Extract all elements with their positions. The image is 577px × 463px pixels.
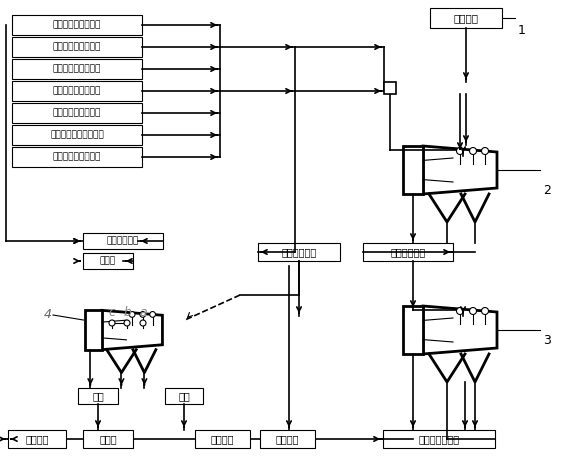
Bar bbox=[8, 430, 66, 448]
Text: b: b bbox=[123, 306, 131, 319]
Text: 部分浮选精煤脱水滤液: 部分浮选精煤脱水滤液 bbox=[50, 131, 104, 139]
Circle shape bbox=[456, 307, 463, 314]
Text: 部分块中煤磁选尾矿: 部分块中煤磁选尾矿 bbox=[53, 43, 101, 51]
Text: 循环水: 循环水 bbox=[100, 257, 116, 265]
Text: 入选原煤: 入选原煤 bbox=[454, 13, 478, 23]
Text: 块煤重介系统: 块煤重介系统 bbox=[391, 247, 426, 257]
Circle shape bbox=[109, 320, 115, 326]
Circle shape bbox=[149, 312, 155, 317]
Polygon shape bbox=[423, 306, 497, 354]
Circle shape bbox=[140, 320, 146, 326]
Text: 合介桶: 合介桶 bbox=[99, 434, 117, 444]
Text: 中煤脱介: 中煤脱介 bbox=[211, 434, 234, 444]
Bar bbox=[165, 388, 203, 404]
Text: 部分块精煤磁选尾矿: 部分块精煤磁选尾矿 bbox=[53, 20, 101, 30]
Circle shape bbox=[481, 307, 489, 314]
Bar bbox=[12, 37, 142, 57]
Text: 部分块矸石磁选尾矿: 部分块矸石磁选尾矿 bbox=[53, 64, 101, 74]
Text: 1: 1 bbox=[518, 24, 526, 37]
Text: 部分末精煤磁选尾矿: 部分末精煤磁选尾矿 bbox=[53, 87, 101, 95]
Bar bbox=[83, 253, 133, 269]
Text: 矸石脱介: 矸石脱介 bbox=[276, 434, 299, 444]
Bar bbox=[430, 8, 502, 28]
Polygon shape bbox=[423, 146, 497, 194]
Bar bbox=[12, 103, 142, 123]
Text: 离心脱水: 离心脱水 bbox=[25, 434, 48, 444]
Bar bbox=[383, 430, 495, 448]
Polygon shape bbox=[102, 310, 163, 350]
Text: 4: 4 bbox=[44, 308, 52, 321]
Bar bbox=[12, 125, 142, 145]
Circle shape bbox=[481, 148, 489, 155]
Bar bbox=[403, 306, 423, 354]
Bar bbox=[85, 310, 102, 350]
Bar bbox=[403, 146, 423, 194]
Bar bbox=[83, 430, 133, 448]
Text: 2: 2 bbox=[543, 183, 551, 196]
Bar bbox=[12, 81, 142, 101]
Text: 3: 3 bbox=[543, 333, 551, 346]
Circle shape bbox=[456, 148, 463, 155]
Text: 磁选: 磁选 bbox=[92, 391, 104, 401]
Bar bbox=[78, 388, 118, 404]
Bar bbox=[260, 430, 315, 448]
Bar bbox=[384, 82, 396, 94]
Bar bbox=[195, 430, 250, 448]
Text: 分流: 分流 bbox=[178, 391, 190, 401]
Circle shape bbox=[470, 148, 477, 155]
Circle shape bbox=[124, 320, 130, 326]
Bar bbox=[363, 243, 453, 261]
Bar bbox=[12, 147, 142, 167]
Circle shape bbox=[129, 312, 135, 317]
Text: 末精煤离心液: 末精煤离心液 bbox=[107, 237, 139, 245]
Text: 部分末中煤磁选尾矿: 部分末中煤磁选尾矿 bbox=[53, 108, 101, 118]
Circle shape bbox=[140, 312, 145, 317]
Bar bbox=[258, 243, 340, 261]
Text: 煤泥水处理系统: 煤泥水处理系统 bbox=[418, 434, 459, 444]
Bar bbox=[12, 59, 142, 79]
Text: 部分块矸石磁选尾矿: 部分块矸石磁选尾矿 bbox=[53, 152, 101, 162]
Text: a: a bbox=[139, 306, 147, 319]
Circle shape bbox=[470, 307, 477, 314]
Text: 末煤重介系统: 末煤重介系统 bbox=[282, 247, 317, 257]
Text: c: c bbox=[108, 306, 115, 319]
Bar bbox=[83, 233, 163, 249]
Bar bbox=[12, 15, 142, 35]
